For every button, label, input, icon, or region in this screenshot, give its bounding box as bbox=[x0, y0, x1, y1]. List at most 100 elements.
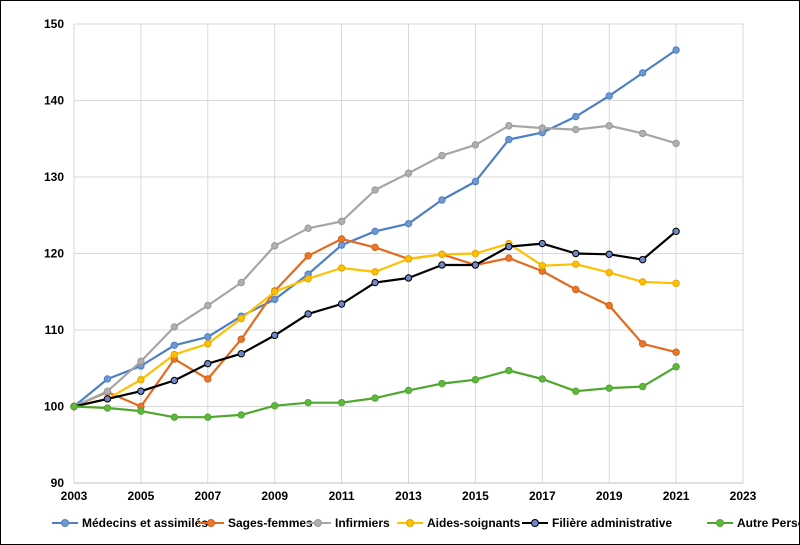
data-point bbox=[371, 394, 379, 402]
data-point bbox=[103, 375, 112, 383]
data-point bbox=[271, 402, 279, 410]
legend-marker-icon bbox=[707, 517, 733, 529]
data-point bbox=[505, 254, 513, 262]
data-point bbox=[572, 387, 580, 395]
data-point bbox=[638, 129, 647, 138]
data-point bbox=[271, 242, 279, 250]
legend-label: Sages-femmes bbox=[228, 516, 313, 530]
series-4 bbox=[70, 227, 680, 411]
data-point bbox=[70, 402, 78, 411]
data-point bbox=[505, 122, 513, 130]
legend: Médecins et assimilés Sages-femmes Infirmi… bbox=[0, 511, 800, 535]
x-tick-label: 2015 bbox=[462, 489, 489, 503]
x-tick-label: 2005 bbox=[128, 489, 155, 503]
data-point bbox=[572, 260, 580, 268]
legend-marker-icon bbox=[397, 517, 423, 529]
data-point bbox=[471, 261, 480, 269]
data-point bbox=[137, 357, 145, 366]
x-tick-label: 2011 bbox=[329, 489, 355, 503]
data-point bbox=[170, 350, 179, 359]
legend-item: Infirmiers bbox=[305, 511, 390, 535]
series-3 bbox=[70, 239, 680, 411]
x-tick-label: 2019 bbox=[596, 489, 623, 503]
data-point bbox=[404, 219, 413, 228]
x-tick-label: 2021 bbox=[663, 489, 690, 503]
x-tick-label: 2013 bbox=[395, 489, 422, 503]
data-point bbox=[605, 268, 613, 277]
data-point bbox=[237, 278, 245, 287]
data-point bbox=[371, 243, 379, 252]
data-point bbox=[672, 348, 680, 356]
data-point bbox=[471, 141, 480, 149]
series-line bbox=[73, 237, 677, 408]
data-point bbox=[672, 139, 680, 148]
data-point bbox=[237, 335, 245, 343]
data-point bbox=[404, 274, 413, 282]
series-line bbox=[73, 242, 677, 408]
data-point bbox=[371, 186, 379, 194]
y-tick-label: 150 bbox=[44, 17, 64, 31]
data-point bbox=[505, 242, 513, 251]
data-point bbox=[471, 249, 480, 258]
data-point bbox=[204, 375, 212, 383]
data-point bbox=[605, 301, 613, 310]
data-point bbox=[304, 252, 312, 260]
data-point bbox=[103, 387, 112, 395]
data-point bbox=[572, 112, 580, 121]
x-tick-label: 2003 bbox=[61, 489, 88, 503]
data-point bbox=[237, 411, 245, 419]
series-2 bbox=[70, 122, 680, 411]
legend-marker-icon bbox=[522, 517, 548, 529]
data-point bbox=[371, 227, 379, 236]
y-tick-label: 110 bbox=[45, 323, 65, 337]
data-point bbox=[271, 331, 279, 340]
legend-marker-icon bbox=[305, 517, 331, 529]
data-point bbox=[638, 69, 647, 77]
data-point bbox=[170, 376, 179, 385]
data-point bbox=[471, 376, 480, 384]
data-point bbox=[672, 363, 680, 371]
data-point bbox=[204, 359, 212, 368]
data-point bbox=[605, 250, 613, 258]
data-point bbox=[438, 250, 446, 258]
data-point bbox=[170, 413, 179, 421]
legend-marker-icon bbox=[198, 517, 224, 529]
data-point bbox=[404, 255, 413, 263]
data-point bbox=[605, 92, 613, 100]
data-point bbox=[204, 340, 212, 348]
data-point bbox=[505, 366, 513, 375]
data-point bbox=[271, 295, 279, 304]
legend-label: Filière administrative bbox=[552, 516, 673, 530]
data-point bbox=[137, 407, 145, 415]
data-point bbox=[572, 125, 580, 134]
data-point bbox=[103, 395, 112, 403]
data-point bbox=[371, 278, 379, 287]
data-point bbox=[538, 124, 546, 132]
series-0 bbox=[70, 46, 680, 411]
data-point bbox=[638, 340, 647, 348]
data-point bbox=[538, 262, 546, 270]
series-5 bbox=[70, 363, 680, 421]
axes: 90 100 110 120 130 140 150 2003 2005 2007 2009 2011… bbox=[44, 17, 757, 503]
legend-label: Infirmiers bbox=[335, 516, 390, 530]
data-point bbox=[337, 217, 346, 226]
data-point bbox=[605, 384, 613, 392]
x-tick-label: 2009 bbox=[261, 489, 288, 503]
data-point bbox=[337, 241, 346, 249]
data-point bbox=[204, 301, 212, 310]
data-point bbox=[638, 382, 647, 391]
data-point bbox=[137, 387, 145, 395]
data-point bbox=[404, 386, 413, 395]
data-point bbox=[438, 151, 446, 160]
legend-item: Médecins et assimilés bbox=[52, 511, 208, 535]
data-point bbox=[672, 279, 680, 288]
data-point bbox=[672, 227, 680, 236]
data-point bbox=[337, 235, 346, 243]
data-point bbox=[371, 268, 379, 276]
data-point bbox=[438, 261, 446, 269]
legend-item: Aides-soignants bbox=[397, 511, 520, 535]
data-point bbox=[605, 122, 613, 130]
data-point bbox=[672, 46, 680, 54]
y-tick-label: 120 bbox=[44, 247, 64, 261]
